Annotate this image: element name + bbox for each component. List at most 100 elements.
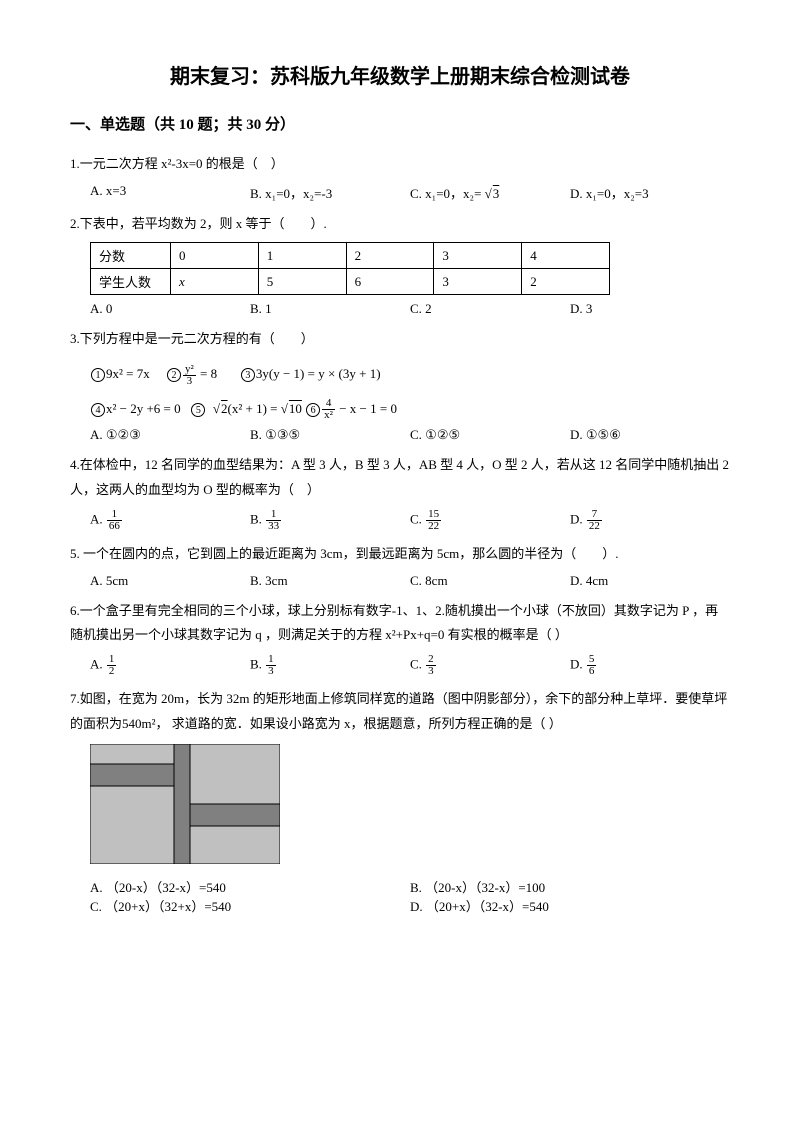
q6-opt-a: A. 12 bbox=[90, 654, 250, 677]
circ-6-icon: 6 bbox=[306, 403, 320, 417]
circ-3-icon: 3 bbox=[241, 368, 255, 382]
q6-opt-c: C. 23 bbox=[410, 654, 570, 677]
q6-d-p: D. bbox=[570, 656, 586, 671]
q3-opt-a: A. ①②③ bbox=[90, 427, 250, 443]
q3-e5c: 10 bbox=[288, 401, 302, 416]
q5-opt-b: B. 3cm bbox=[250, 573, 410, 589]
q3-opt-d: D. ①⑤⑥ bbox=[570, 427, 730, 443]
q2-td-2: x bbox=[171, 269, 259, 295]
q3-opt-c: C. ①②⑤ bbox=[410, 427, 570, 443]
q4-opt-b: B. 133 bbox=[250, 509, 410, 532]
q6-a-p: A. bbox=[90, 656, 106, 671]
q4-d-n: 7 bbox=[587, 509, 602, 521]
q1-stem: 1.一元二次方程 x²-3x=0 的根是（ ） bbox=[70, 152, 730, 177]
q4-d-d: 22 bbox=[587, 521, 602, 532]
q2-th-4: 2 bbox=[346, 243, 434, 269]
q6-stem: 6.一个盒子里有完全相同的三个小球，球上分别标有数字-1、1、2.随机摸出一个小… bbox=[70, 599, 730, 648]
q6-c-p: C. bbox=[410, 656, 425, 671]
q2-td-6: 2 bbox=[522, 269, 610, 295]
q4-opt-a: A. 166 bbox=[90, 509, 250, 532]
q1-c-rad: 3 bbox=[492, 186, 500, 201]
q3-e3: 3y(y − 1) = y × (3y + 1) bbox=[256, 366, 381, 381]
q6-d-d: 6 bbox=[587, 666, 597, 677]
q7-opt-a: A. （20-x）（32-x）=540 bbox=[90, 877, 410, 896]
q6-options: A. 12 B. 13 C. 23 D. 56 bbox=[90, 654, 730, 677]
q3-stem: 3.下列方程中是一元二次方程的有（ ） bbox=[70, 327, 730, 352]
q4-opt-c: C. 1522 bbox=[410, 509, 570, 532]
q2-th-5: 3 bbox=[434, 243, 522, 269]
q2-opt-c: C. 2 bbox=[410, 301, 570, 317]
q7-area: 540m² bbox=[122, 716, 156, 731]
section-heading: 一、单选题（共 10 题；共 30 分） bbox=[70, 113, 730, 134]
q4-c-d: 22 bbox=[426, 521, 441, 532]
q3-e4: x² − 2y +6 = 0 bbox=[106, 401, 181, 416]
q2-options: A. 0 B. 1 C. 2 D. 3 bbox=[90, 301, 730, 317]
q4-c-n: 15 bbox=[426, 509, 441, 521]
q2-td-4: 6 bbox=[346, 269, 434, 295]
q2-opt-d: D. 3 bbox=[570, 301, 730, 317]
q4-options: A. 166 B. 133 C. 1522 D. 722 bbox=[90, 509, 730, 532]
q2-th-2: 0 bbox=[171, 243, 259, 269]
q1-opt-d: D. x₁=0，x₂=3 bbox=[570, 183, 730, 202]
q3-e5a: 2 bbox=[220, 401, 228, 416]
q3-e2r: = 8 bbox=[197, 366, 217, 381]
q2-td-1: 学生人数 bbox=[91, 269, 171, 295]
q4-a-d: 66 bbox=[107, 521, 122, 532]
q2-th-3: 1 bbox=[258, 243, 346, 269]
q2-opt-a: A. 0 bbox=[90, 301, 250, 317]
q3-e2n: y² bbox=[183, 364, 196, 376]
q1-opt-a: A. x=3 bbox=[90, 183, 250, 202]
q3-options: A. ①②③ B. ①③⑤ C. ①②⑤ D. ①⑤⑥ bbox=[90, 427, 730, 443]
q2-td-5: 3 bbox=[434, 269, 522, 295]
q1-opt-b: B. x₁=0，x₂=-3 bbox=[250, 183, 410, 202]
q6-opt-b: B. 13 bbox=[250, 654, 410, 677]
q7-figure bbox=[90, 744, 730, 869]
q3-e1: 9x² = 7x bbox=[106, 366, 150, 381]
q4-b-d: 33 bbox=[266, 521, 281, 532]
q4-stem: 4.在体检中，12 名同学的血型结果为：A 型 3 人，B 型 3 人，AB 型… bbox=[70, 453, 730, 502]
q6-b-p: B. bbox=[250, 656, 265, 671]
q1-opt-c: C. x₁=0，x₂= √3 bbox=[410, 183, 570, 202]
road-diagram-icon bbox=[90, 744, 280, 864]
circ-2-icon: 2 bbox=[167, 368, 181, 382]
q1-c-pre: C. x₁=0，x₂= bbox=[410, 186, 485, 201]
q6-b-d: 3 bbox=[266, 666, 276, 677]
q7-options: A. （20-x）（32-x）=540 B. （20-x）（32-x）=100 … bbox=[90, 877, 730, 915]
q3-opt-b: B. ①③⑤ bbox=[250, 427, 410, 443]
q2-th-1: 分数 bbox=[91, 243, 171, 269]
q2-table: 分数 0 1 2 3 4 学生人数 x 5 6 3 2 bbox=[90, 242, 610, 295]
q4-d-p: D. bbox=[570, 511, 586, 526]
q3-e6d: x² bbox=[322, 410, 335, 421]
q3-e2d: 3 bbox=[183, 376, 196, 387]
q2-opt-b: B. 1 bbox=[250, 301, 410, 317]
q3-e6r: − x − 1 = 0 bbox=[336, 401, 397, 416]
q4-c-p: C. bbox=[410, 511, 425, 526]
q4-b-n: 1 bbox=[266, 509, 281, 521]
page-title: 期末复习：苏科版九年级数学上册期末综合检测试卷 bbox=[70, 60, 730, 89]
q4-b-p: B. bbox=[250, 511, 265, 526]
circ-5-icon: 5 bbox=[191, 403, 205, 417]
q4-opt-d: D. 722 bbox=[570, 509, 730, 532]
q6-a-d: 2 bbox=[107, 666, 117, 677]
q5-stem: 5. 一个在圆内的点，它到圆上的最近距离为 3cm，到最远距离为 5cm，那么圆… bbox=[70, 542, 730, 567]
q5-opt-d: D. 4cm bbox=[570, 573, 730, 589]
q2-td-3: 5 bbox=[258, 269, 346, 295]
q3-e5b: (x² + 1) = bbox=[228, 401, 281, 416]
q7-opt-d: D. （20+x）（32-x）=540 bbox=[410, 896, 730, 915]
q2-th-6: 4 bbox=[522, 243, 610, 269]
q6-opt-d: D. 56 bbox=[570, 654, 730, 677]
q7-opt-b: B. （20-x）（32-x）=100 bbox=[410, 877, 730, 896]
circ-1-icon: 1 bbox=[91, 368, 105, 382]
q5-opt-a: A. 5cm bbox=[90, 573, 250, 589]
q3-eq-row2: 4x² − 2y +6 = 0 5 √2(x² + 1) = √10 64x² … bbox=[90, 397, 730, 422]
q5-options: A. 5cm B. 3cm C. 8cm D. 4cm bbox=[90, 573, 730, 589]
q4-a-n: 1 bbox=[107, 509, 122, 521]
q3-eq-row1: 19x² = 7x 2y²3 = 8 33y(y − 1) = y × (3y … bbox=[90, 362, 730, 387]
q4-a-p: A. bbox=[90, 511, 106, 526]
q5-opt-c: C. 8cm bbox=[410, 573, 570, 589]
q1-options: A. x=3 B. x₁=0，x₂=-3 C. x₁=0，x₂= √3 D. x… bbox=[90, 183, 730, 202]
q7-opt-c: C. （20+x）（32+x）=540 bbox=[90, 896, 410, 915]
q2-stem: 2.下表中，若平均数为 2，则 x 等于（ ）. bbox=[70, 212, 730, 237]
circ-4-icon: 4 bbox=[91, 403, 105, 417]
q6-c-d: 3 bbox=[426, 666, 436, 677]
